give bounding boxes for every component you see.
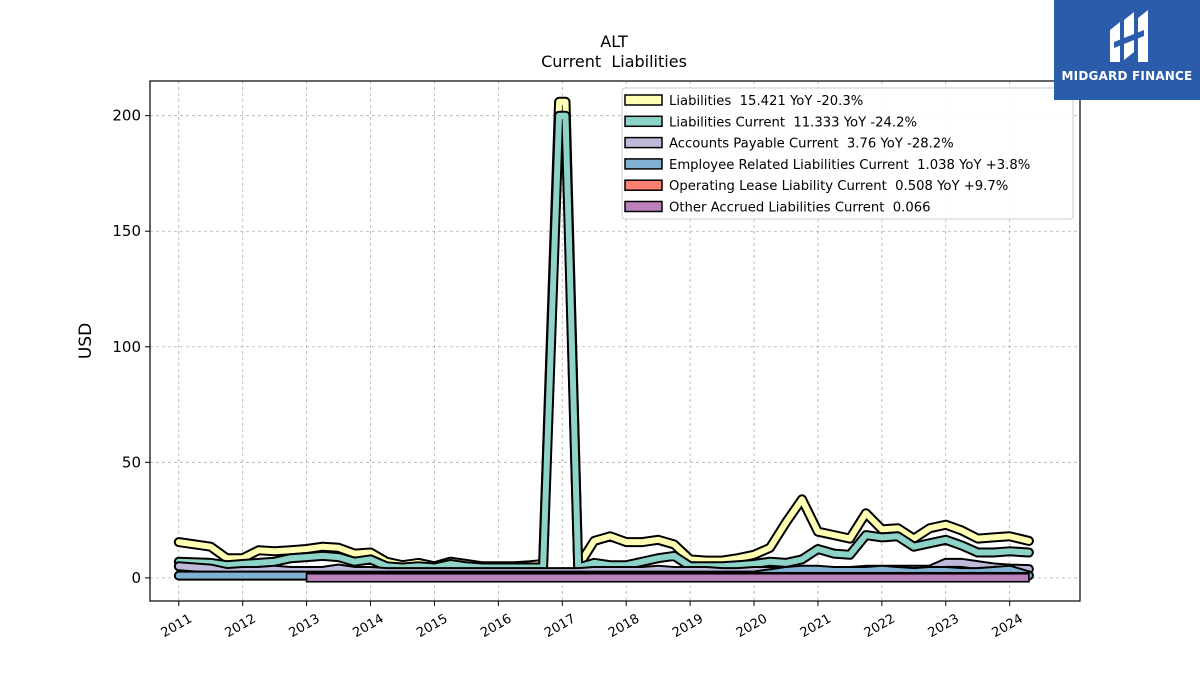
x-tick-label: 2016 — [478, 611, 514, 641]
x-tick-label: 2020 — [734, 611, 770, 641]
series-band — [305, 572, 1030, 583]
x-tick-label: 2018 — [606, 611, 642, 641]
legend-label: Liabilities 15.421 YoY -20.3% — [669, 94, 863, 109]
x-tick-label: 2015 — [414, 611, 450, 641]
series-other-accrued-liabilities-current — [305, 572, 1030, 583]
legend-swatch — [624, 136, 663, 149]
plot-frame — [149, 80, 1081, 602]
logo-mark-icon — [1110, 10, 1148, 62]
y-axis: 0 50 100 150 200 — [112, 107, 150, 587]
series-areas — [173, 96, 1034, 583]
legend-swatch — [624, 94, 663, 106]
legend-label: Employee Related Liabilities Current 1.0… — [669, 158, 1030, 173]
y-tick-label: 50 — [122, 453, 141, 471]
chart-title: ALT — [600, 32, 628, 51]
x-tick-label: 2022 — [862, 611, 898, 641]
y-tick-label: 0 — [131, 569, 141, 587]
legend-label: Accounts Payable Current 3.76 YoY -28.2% — [669, 137, 954, 152]
x-tick-label: 2019 — [670, 611, 706, 641]
y-tick-label: 150 — [112, 222, 141, 240]
x-axis: 2011 2012 2013 2014 2015 2016 2017 2018 2019 2020… — [159, 601, 1026, 641]
legend-swatch — [624, 158, 663, 170]
series-line — [175, 112, 1032, 571]
series-liabilities-current — [173, 110, 1034, 573]
series-liabilities — [173, 96, 1034, 572]
x-tick-label: 2011 — [159, 611, 195, 641]
y-axis-label: USD — [76, 323, 96, 359]
brand-logo: MIDGARD FINANCE — [1054, 0, 1200, 100]
x-tick-label: 2017 — [542, 611, 578, 641]
legend-swatch — [624, 200, 663, 213]
legend-label: Other Accrued Liabilities Current 0.066 — [669, 201, 931, 216]
series-line — [175, 98, 1032, 570]
y-tick-label: 100 — [112, 338, 141, 356]
legend: Liabilities 15.421 YoY -20.3% Liabilities… — [621, 87, 1074, 220]
logo-text: MIDGARD FINANCE — [1061, 69, 1193, 83]
x-tick-label: 2021 — [798, 611, 834, 641]
legend-label: Liabilities Current 11.333 YoY -24.2% — [669, 115, 917, 130]
legend-label: Operating Lease Liability Current 0.508 … — [669, 179, 1008, 194]
legend-box — [621, 87, 1074, 220]
legend-swatch — [624, 179, 663, 191]
x-tick-label: 2024 — [990, 611, 1026, 641]
x-tick-label: 2013 — [286, 611, 322, 641]
legend-swatch — [624, 115, 663, 128]
chart-subtitle: Current Liabilities — [541, 52, 687, 71]
x-tick-label: 2012 — [223, 611, 259, 641]
x-tick-label: 2023 — [926, 611, 962, 641]
y-tick-label: 200 — [112, 107, 141, 125]
x-tick-label: 2014 — [350, 611, 386, 641]
